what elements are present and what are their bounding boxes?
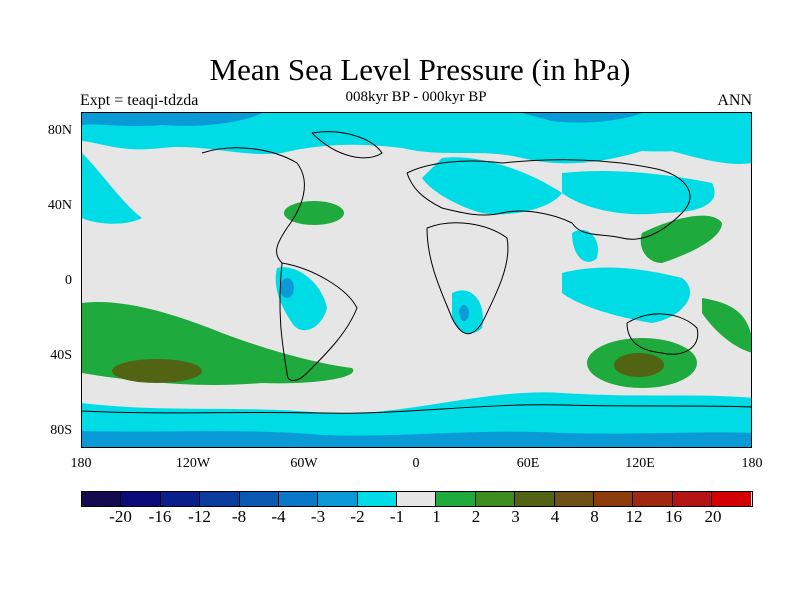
colorbar-label: 4 <box>550 507 560 526</box>
negative-region-arctic-strong <box>82 113 262 126</box>
negative-region-asia <box>562 171 715 215</box>
experiment-label: Expt = teaqi-tdzda <box>80 92 199 109</box>
lat-label-80n: 80N <box>47 123 72 138</box>
negative-region-north-pacific <box>82 153 142 224</box>
coastlines <box>82 131 751 414</box>
colorbar <box>81 491 753 507</box>
lon-label-60e: 60E <box>516 456 540 471</box>
positive-region-tasman <box>702 298 751 353</box>
colorbar-swatch <box>672 492 712 506</box>
lon-label-120e: 120E <box>625 456 655 471</box>
colorbar-label: -8 <box>231 507 247 526</box>
colorbar-label: 8 <box>590 507 599 526</box>
map-subtitle: 008kyr BP - 000kyr BP <box>345 89 487 105</box>
colorbar-label: -3 <box>310 507 326 526</box>
colorbar-label: -12 <box>188 507 211 526</box>
colorbar-swatch <box>357 492 397 506</box>
map-plot-area <box>81 112 752 448</box>
lat-label-80s: 80S <box>50 423 72 438</box>
colorbar-swatch <box>593 492 634 506</box>
map-title: Mean Sea Level Pressure (in hPa) <box>209 52 631 87</box>
colorbar-label: -1 <box>389 507 405 526</box>
colorbar-label: 12 <box>625 507 643 526</box>
negative-region-maritime <box>562 267 691 323</box>
negative-region-southern-africa-strong <box>459 305 469 321</box>
lat-label-40n: 40N <box>47 198 72 213</box>
negative-region-arctic <box>82 113 751 164</box>
colorbar-swatch <box>712 492 752 506</box>
negative-region-arctic-east <box>522 113 642 123</box>
lat-label-0: 0 <box>65 273 72 288</box>
colorbar-swatch <box>239 492 279 506</box>
pressure-field-map <box>82 113 751 447</box>
negative-region-antarctic-strong <box>82 431 751 447</box>
positive-region-north-atlantic <box>284 201 344 225</box>
negative-region-europe <box>422 157 562 215</box>
colorbar-label: -20 <box>109 507 132 526</box>
colorbar-label: 1 <box>432 507 441 526</box>
negative-region-south-america-strong <box>280 278 294 298</box>
lon-label-0: 0 <box>412 456 420 471</box>
lon-label-120w: 120W <box>175 456 211 471</box>
colorbar-label: 3 <box>511 507 520 526</box>
colorbar-swatch <box>160 492 201 506</box>
colorbar-swatch <box>554 492 594 506</box>
positive-region-south-indian-core <box>614 353 664 377</box>
colorbar-label: 2 <box>471 507 481 526</box>
colorbar-swatch <box>318 492 358 506</box>
colorbar-label: -4 <box>271 507 286 526</box>
period-label: ANN <box>717 92 752 109</box>
colorbar-label: 16 <box>665 507 682 526</box>
lon-label-180e: 180 <box>741 456 763 471</box>
colorbar-swatch <box>397 492 437 506</box>
colorbar-label: -16 <box>148 507 172 526</box>
colorbar-label: -2 <box>350 507 365 526</box>
colorbar-swatch <box>475 492 516 506</box>
colorbar-swatch <box>82 492 122 506</box>
negative-region-siberia <box>642 121 751 164</box>
lon-label-60w: 60W <box>290 456 318 471</box>
colorbar-swatch <box>200 492 240 506</box>
lon-label-180w: 180 <box>70 456 92 471</box>
colorbar-swatch <box>121 492 161 506</box>
positive-region-west-pacific <box>640 215 722 263</box>
negative-region-indian-north <box>572 229 598 262</box>
colorbar-swatch <box>515 492 555 506</box>
colorbar-swatch <box>436 492 476 506</box>
lat-label-40s: 40S <box>50 348 72 363</box>
positive-region-south-pacific-core <box>112 359 202 383</box>
colorbar-label: 20 <box>704 507 722 526</box>
colorbar-swatch <box>278 492 319 506</box>
colorbar-swatch <box>633 492 673 506</box>
